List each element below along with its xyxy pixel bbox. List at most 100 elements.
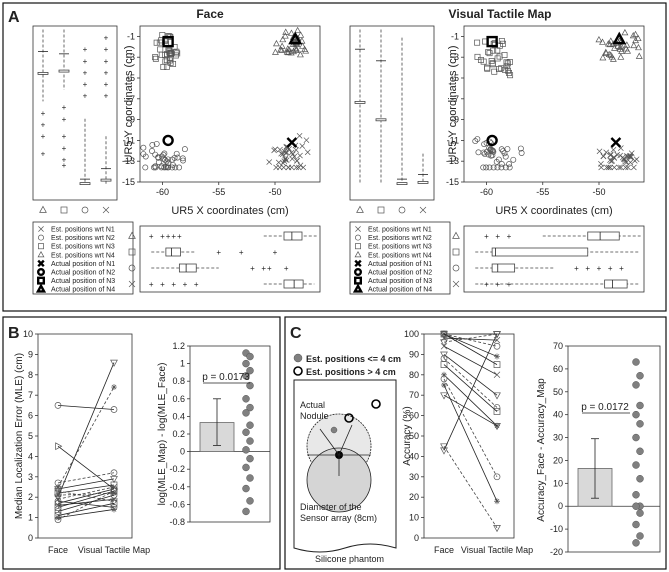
est-point-N2 (481, 141, 488, 148)
panel-a-label: A (8, 9, 20, 26)
est-point-N3 (504, 60, 511, 67)
legend-marker (352, 283, 364, 293)
series-line (443, 333, 498, 357)
data-point (246, 454, 254, 463)
outlier: + (507, 232, 512, 241)
est-point-N4 (283, 48, 291, 55)
data-point (111, 384, 117, 391)
data-point (55, 484, 61, 490)
b-pvalue: p = 0.0173 (202, 372, 250, 383)
series-line (443, 354, 498, 396)
actual-position-N1 (610, 137, 622, 148)
y-tick-label: 8 (28, 370, 33, 380)
legend-marker (355, 243, 361, 250)
y-tick-label: 100 (404, 329, 419, 339)
est-point-N3 (160, 64, 167, 70)
est-point-N2 (142, 153, 149, 160)
data-point (636, 372, 644, 380)
map-x-boxplot: + + + + + + + + + + + (452, 225, 645, 293)
series-line (57, 472, 115, 484)
y-tick-label: -20 (550, 547, 563, 557)
data-point (110, 498, 118, 506)
est-point-N1 (291, 153, 298, 160)
outlier: + (194, 280, 199, 289)
est-point-N1 (611, 164, 618, 171)
category-marker (128, 248, 136, 256)
data-point (110, 499, 118, 507)
face-xlabel: UR5 X coordinates (cm) (171, 205, 288, 217)
est-point-N2 (498, 164, 505, 171)
y-tick-label: 0 (558, 501, 563, 511)
est-point-N1 (278, 150, 285, 157)
category-marker (128, 264, 136, 272)
actual-nodule-label-2: Nodule (300, 411, 329, 421)
data-point (440, 334, 448, 342)
est-point-N3 (152, 55, 159, 62)
outlier: + (507, 280, 512, 289)
box (491, 263, 516, 273)
y-tick-label: 20 (409, 492, 419, 502)
data-point (632, 433, 640, 442)
est-point-N3 (503, 63, 510, 70)
est-point-N3 (167, 50, 174, 57)
est-point-N4 (632, 36, 640, 44)
est-point-N3 (501, 66, 508, 73)
data-point (54, 488, 62, 496)
data-point (242, 372, 250, 380)
outlier: + (171, 280, 176, 289)
category-marker (102, 206, 110, 214)
est-point-N4 (617, 53, 625, 60)
actual-position-N3 (162, 35, 174, 48)
data-point (242, 507, 250, 516)
data-point (54, 508, 62, 515)
x-tick-label: -55 (212, 187, 225, 197)
est-point-N3 (501, 52, 508, 58)
outlier: + (267, 264, 272, 273)
series-line (443, 333, 498, 365)
data-point (493, 404, 501, 411)
legend-entry: Actual position of N1 (368, 261, 432, 268)
legend-marker (37, 268, 46, 277)
category-marker (128, 231, 136, 239)
est-point-N2 (517, 145, 524, 152)
y-tick-label: 7 (28, 390, 33, 400)
panel-b-frame (2, 316, 281, 570)
actual-position-N1 (286, 137, 298, 148)
est-point-N1 (272, 146, 278, 153)
est-point-N4 (302, 47, 310, 54)
series-line (57, 492, 115, 496)
series-line (57, 488, 115, 504)
data-point (110, 469, 118, 477)
est-point-N2 (486, 164, 493, 171)
data-point (242, 395, 250, 403)
est-point-N2 (495, 156, 502, 163)
series-line (57, 386, 115, 488)
est-point-N4 (297, 31, 305, 38)
data-point (54, 499, 62, 507)
data-point (242, 484, 250, 493)
series-line (443, 337, 498, 341)
y-tick-label: 0 (414, 533, 419, 543)
legend-entry: Est. positions wrt N2 (51, 235, 115, 242)
est-point-N2 (483, 148, 490, 155)
box (587, 231, 620, 241)
est-point-N4 (273, 39, 280, 47)
legend-entry: Est. positions wrt N1 (51, 227, 115, 234)
data-point (636, 420, 644, 428)
box (79, 182, 91, 186)
y-tick-label: 6 (28, 411, 33, 421)
legend-entry: Est. positions wrt N1 (368, 227, 432, 234)
data-point (441, 382, 447, 388)
est-point-N3 (500, 40, 506, 47)
outlier: + (160, 280, 165, 289)
est-point-N2 (173, 150, 180, 157)
legend-marker (37, 276, 46, 285)
est-point-N2 (480, 149, 487, 156)
data-point (246, 366, 254, 375)
est-point-N2 (504, 146, 511, 152)
data-point (493, 423, 501, 431)
est-point-N4 (624, 47, 632, 54)
est-point-N4 (611, 44, 618, 51)
est-point-N1 (611, 155, 618, 161)
outlier: + (83, 45, 88, 54)
